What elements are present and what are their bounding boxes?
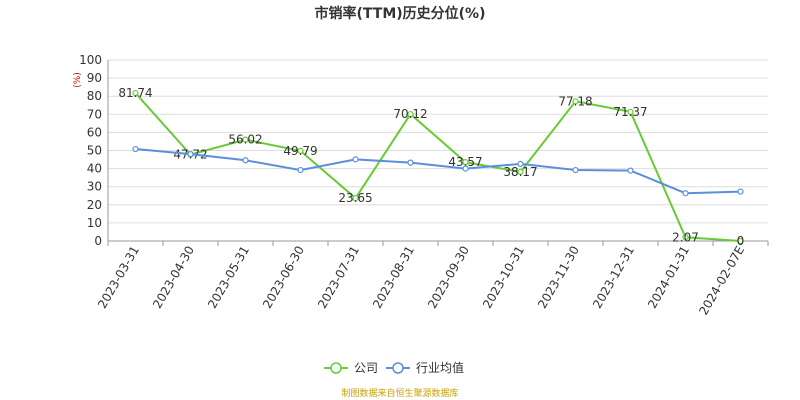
data-point bbox=[517, 168, 524, 176]
data-point bbox=[627, 108, 634, 115]
data-point bbox=[297, 147, 304, 154]
source-note: 制图数据来自恒生聚源数据库 bbox=[341, 387, 458, 399]
y-tick-label: 90 bbox=[87, 71, 102, 85]
legend-marker-2 bbox=[392, 362, 404, 374]
data-label: 0 bbox=[737, 234, 745, 248]
data-point bbox=[462, 159, 469, 166]
data-point bbox=[682, 234, 689, 241]
y-tick-label: 30 bbox=[87, 180, 102, 194]
y-axis-unit: (%) bbox=[73, 72, 83, 88]
legend-marker-1 bbox=[330, 362, 342, 374]
data-point bbox=[242, 157, 249, 164]
x-tick-label: 2023-11-30 bbox=[535, 244, 582, 311]
data-label: 2.07 bbox=[672, 230, 699, 244]
data-point bbox=[572, 98, 579, 105]
chart-title: 市销率(TTM)历史分位(%) bbox=[315, 5, 486, 22]
data-point bbox=[517, 160, 524, 167]
data-label: 43.57 bbox=[448, 155, 482, 169]
x-tick-label: 2023-12-31 bbox=[590, 244, 637, 311]
data-label: 71.37 bbox=[613, 105, 647, 119]
data-point bbox=[462, 165, 469, 172]
x-tick-label: 2023-07-31 bbox=[315, 244, 362, 311]
data-label: 81.74 bbox=[118, 86, 152, 100]
x-tick-label: 2023-05-31 bbox=[205, 244, 252, 311]
data-label: 38.17 bbox=[503, 165, 537, 179]
y-tick-label: 50 bbox=[87, 144, 102, 158]
legend-label-2: 行业均值 bbox=[416, 360, 464, 375]
data-point bbox=[187, 151, 194, 158]
y-tick-label: 100 bbox=[79, 53, 102, 67]
data-label: 56.02 bbox=[228, 133, 262, 147]
plot-area: 81.7447.7256.0249.7923.6570.1243.5738.17… bbox=[118, 86, 744, 248]
data-point bbox=[737, 188, 744, 195]
x-tick-label: 2023-09-30 bbox=[425, 244, 472, 311]
data-point bbox=[627, 167, 634, 174]
data-label: 23.65 bbox=[338, 191, 372, 205]
data-point bbox=[352, 156, 359, 163]
data-point bbox=[132, 89, 139, 97]
data-point bbox=[572, 166, 579, 174]
y-tick-label: 20 bbox=[87, 198, 102, 212]
x-tick-label: 2023-10-31 bbox=[480, 244, 527, 311]
data-label: 77.18 bbox=[558, 94, 592, 108]
x-tick-label: 2023-04-30 bbox=[150, 244, 197, 311]
series-line-1 bbox=[134, 92, 741, 242]
y-tick-label: 70 bbox=[87, 107, 102, 121]
data-point bbox=[132, 145, 139, 153]
data-label: 49.79 bbox=[283, 144, 317, 158]
y-tick-label: 10 bbox=[87, 216, 102, 230]
data-point bbox=[407, 110, 414, 118]
x-tick-label: 2023-08-31 bbox=[370, 244, 417, 311]
y-tick-label: 0 bbox=[94, 234, 102, 248]
data-point bbox=[242, 136, 249, 143]
y-tick-label: 60 bbox=[87, 125, 102, 139]
grid bbox=[108, 59, 768, 242]
x-axis: 2023-03-31 2023-04-30 2023-05-31 2023-06-30… bbox=[95, 241, 769, 318]
data-point bbox=[297, 166, 304, 174]
data-point bbox=[737, 237, 744, 245]
x-tick-label: 2023-06-30 bbox=[260, 244, 307, 311]
x-tick-label: 2024-02-07E bbox=[696, 244, 747, 318]
x-tick-label: 2023-03-31 bbox=[95, 244, 142, 311]
x-tick-label: 2024-01-31 bbox=[645, 244, 692, 311]
legend-label-1: 公司 bbox=[354, 361, 378, 375]
data-point bbox=[407, 159, 414, 166]
legend: 公司 行业均值 bbox=[324, 360, 464, 375]
data-label: 70.12 bbox=[393, 107, 427, 121]
y-axis: 0 10 20 30 40 50 60 70 80 90 100 bbox=[79, 53, 109, 248]
data-point bbox=[352, 195, 359, 202]
data-point bbox=[682, 190, 689, 197]
y-tick-label: 40 bbox=[87, 162, 102, 176]
y-tick-label: 80 bbox=[87, 89, 102, 103]
series-line-2 bbox=[135, 148, 741, 195]
